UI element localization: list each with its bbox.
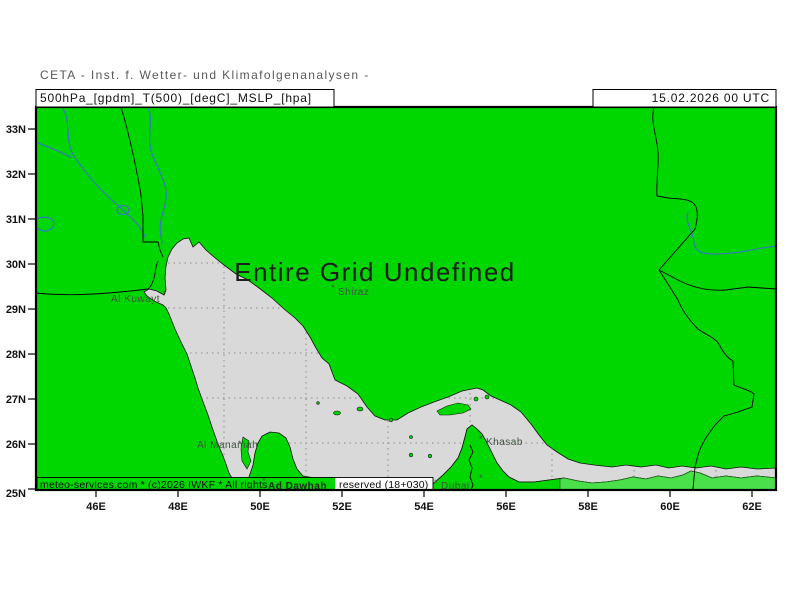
rivers [35, 106, 777, 255]
coastal-strip-land [559, 470, 777, 491]
lon-label: 60E [660, 501, 680, 513]
lat-label: 30N [6, 259, 26, 271]
product-title-box [35, 89, 335, 108]
credit-text-right: reserved (18+030) [339, 479, 429, 491]
lon-label: 54E [414, 501, 434, 513]
lon-label: 50E [250, 501, 270, 513]
city-label-dubai: Dubai [441, 481, 470, 492]
lat-label: 33N [6, 124, 26, 136]
city-label-al-kuwayt: Al Kuwayt [111, 294, 160, 305]
lat-label: 28N [6, 349, 26, 361]
lon-label: 56E [496, 501, 516, 513]
credit-bar: meteo-services.com * (c)2026 IWKF * All … [36, 476, 434, 492]
city-marker-shiraz: * [331, 283, 335, 293]
credit-bar-right-bg [335, 477, 433, 491]
credit-text-left: meteo-services.com * (c)2026 IWKF * All … [40, 479, 267, 491]
lon-label: 58E [578, 501, 598, 513]
gulf-islands [240, 394, 490, 470]
grid-undefined-message: Entire Grid Undefined [234, 257, 516, 287]
lat-label: 25N [6, 488, 26, 500]
datetime-box [592, 89, 777, 108]
qeshm-island [436, 402, 472, 416]
city-marker-al-kuwayt: * [163, 289, 167, 299]
map-frame [34, 105, 778, 492]
institute-header: CETA - Inst. f. Wetter- und Klimafolgena… [40, 68, 370, 82]
datetime-label: 15.02.2026 00 UTC [652, 91, 770, 105]
lon-label: 48E [168, 501, 188, 513]
country-borders [35, 106, 777, 491]
city-label-shiraz: Shiraz [338, 287, 369, 298]
lon-ticks [95, 490, 753, 497]
lon-label: 62E [742, 501, 762, 513]
lat-label: 31N [6, 214, 26, 226]
city-label-al-manamah: Al Manamah [197, 440, 258, 451]
lat-label: 26N [6, 439, 26, 451]
city-marker-al-manamah: * [238, 439, 242, 449]
city-label-ad-dawhah: Ad Dawhah [268, 481, 327, 492]
city-marker-ad-dawhah: * [262, 476, 266, 486]
lon-labels: 46E 48E 50E 52E 54E 56E 58E 60E 62E [86, 501, 762, 513]
bahrain-island [240, 436, 252, 470]
credit-bar-left-bg [37, 477, 335, 491]
city-label-khasab: Khasab [486, 437, 523, 448]
city-marker-unnamed: * [479, 473, 483, 483]
lon-label: 52E [332, 501, 352, 513]
city-marker-dubai: * [434, 478, 438, 488]
product-title: 500hPa_[gpdm]_T(500)_[degC]_MSLP_[hpa] [40, 91, 312, 105]
lat-labels: 33N 32N 31N 30N 29N 28N 27N 26N 25N [6, 124, 26, 500]
lon-label: 46E [86, 501, 106, 513]
lat-label: 27N [6, 394, 26, 406]
lat-label: 32N [6, 169, 26, 181]
city-marker-khasab: * [479, 434, 483, 444]
city-labels: * Al Kuwayt * Shiraz * Al Manamah * Khas… [111, 283, 523, 451]
lat-ticks [28, 128, 36, 490]
lat-label: 29N [6, 304, 26, 316]
